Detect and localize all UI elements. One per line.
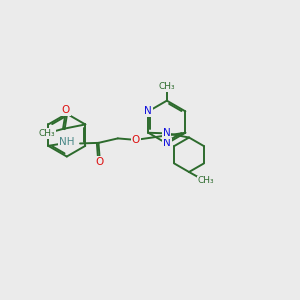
Text: O: O [131, 135, 140, 145]
Text: N: N [163, 139, 171, 148]
Text: CH₃: CH₃ [158, 82, 175, 91]
Text: N: N [163, 128, 171, 138]
Text: CH₃: CH₃ [198, 176, 214, 185]
Text: O: O [62, 106, 70, 116]
Text: N: N [144, 106, 152, 116]
Text: NH: NH [59, 137, 75, 147]
Text: O: O [96, 157, 104, 167]
Text: CH₃: CH₃ [38, 129, 55, 138]
